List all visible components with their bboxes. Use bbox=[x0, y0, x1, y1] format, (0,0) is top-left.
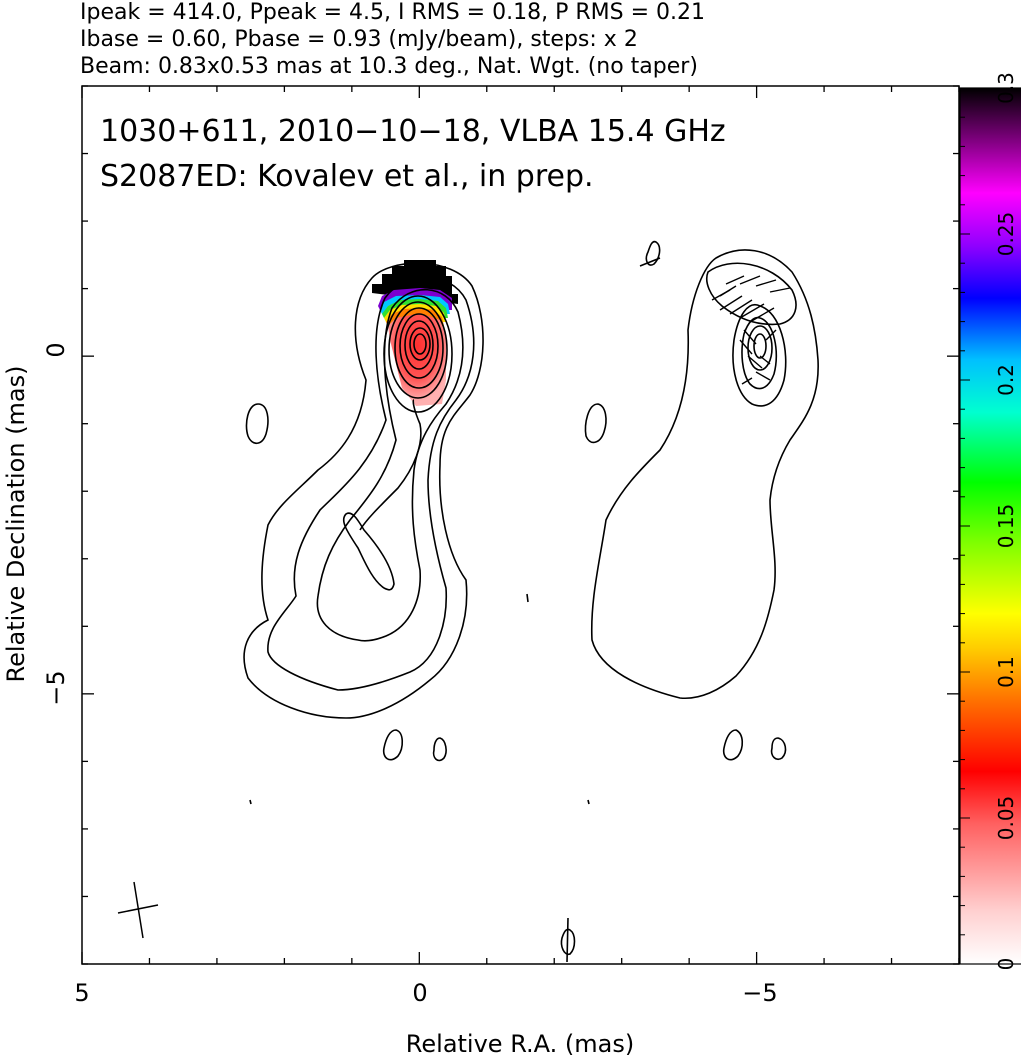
x-tick-label-0: 0 bbox=[412, 979, 427, 1007]
colorbar-tick-0.1: 0.1 bbox=[994, 656, 1018, 688]
header-line-base: Ibase = 0.60, Pbase = 0.93 (mJy/beam), s… bbox=[80, 27, 638, 52]
plot-frame bbox=[81, 85, 960, 965]
header-line-beam: Beam: 0.83x0.53 mas at 10.3 deg., Nat. W… bbox=[80, 54, 698, 79]
colorbar-tick-0.2: 0.2 bbox=[994, 364, 1018, 396]
y-tick-label-minus5: −5 bbox=[42, 670, 70, 705]
colorbar-tick-0: 0 bbox=[994, 958, 1018, 971]
x-axis-title: Relative R.A. (mas) bbox=[406, 1030, 634, 1058]
stokes-i-contours bbox=[243, 262, 590, 805]
colorbar-tick-0.15: 0.15 bbox=[994, 504, 1018, 549]
colorbar-tick-0.3: 0.3 bbox=[994, 72, 1018, 104]
colorbar: 0 0.05 0.1 0.15 0.2 0.25 0.3 bbox=[959, 72, 1021, 971]
colorbar-tick-0.05: 0.05 bbox=[994, 796, 1018, 841]
x-tick-label-5: 5 bbox=[74, 979, 89, 1007]
x-tick-label-minus5: −5 bbox=[742, 979, 777, 1007]
y-axis-title: Relative Declination (mas) bbox=[2, 365, 30, 682]
beam-cross bbox=[117, 881, 159, 939]
polarization-contours bbox=[560, 240, 819, 963]
panel-label-source: 1030+611, 2010−10−18, VLBA 15.4 GHz bbox=[100, 114, 726, 149]
panel-label-project: S2087ED: Kovalev et al., in prep. bbox=[100, 159, 594, 194]
y-tick-label-0: 0 bbox=[42, 342, 70, 357]
colorbar-tick-0.25: 0.25 bbox=[994, 212, 1018, 257]
header-line-peaks: Ipeak = 414.0, Ppeak = 4.5, I RMS = 0.18… bbox=[80, 0, 705, 25]
